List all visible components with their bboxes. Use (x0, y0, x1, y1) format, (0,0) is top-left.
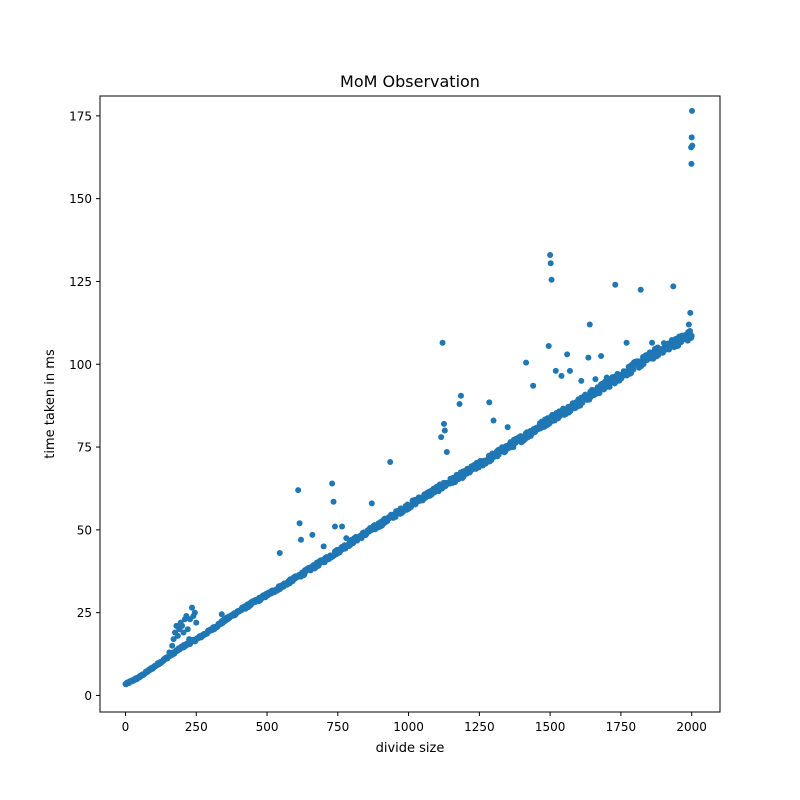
data-point (649, 339, 656, 346)
x-tick-label: 1000 (393, 720, 424, 734)
data-point (170, 636, 177, 643)
data-point (166, 649, 173, 656)
data-point (548, 276, 555, 283)
x-tick-label: 1750 (606, 720, 637, 734)
x-tick-label: 0 (122, 720, 130, 734)
data-point (685, 321, 692, 328)
data-point (295, 487, 302, 494)
data-point (592, 376, 599, 383)
data-point (687, 309, 694, 316)
data-points (122, 107, 696, 688)
data-point (586, 321, 593, 328)
data-point (504, 424, 511, 431)
data-point (564, 351, 571, 358)
data-point (688, 107, 695, 114)
x-tick-label: 250 (185, 720, 208, 734)
data-point (339, 523, 346, 530)
chart-title: MoM Observation (340, 72, 480, 91)
data-point (566, 367, 573, 374)
data-point (585, 354, 592, 361)
data-point (320, 543, 327, 550)
data-point (191, 609, 198, 616)
data-point (441, 427, 448, 434)
data-point (578, 377, 585, 384)
x-tick-label: 750 (326, 720, 349, 734)
data-point (298, 536, 304, 543)
data-point (343, 535, 350, 542)
data-point (689, 142, 696, 149)
data-point (603, 374, 610, 381)
data-point (276, 550, 283, 557)
data-point (296, 520, 303, 527)
data-point (439, 339, 446, 346)
data-point (486, 399, 493, 406)
data-point (174, 632, 181, 639)
data-point (179, 622, 186, 629)
data-point (329, 480, 336, 487)
data-point (186, 636, 193, 643)
data-point (169, 642, 176, 649)
x-axis-ticks: 0 250 500 750 1000 1250 1500 1750 2000 (122, 712, 707, 734)
data-point (193, 619, 200, 626)
data-point (309, 531, 316, 538)
y-tick-label: 175 (69, 109, 92, 123)
data-point (637, 286, 644, 293)
data-point (331, 523, 338, 530)
y-axis-ticks: 0 25 50 75 100 125 150 175 (69, 109, 100, 703)
data-point (180, 629, 187, 636)
data-point (218, 611, 225, 618)
x-tick-label: 1500 (535, 720, 566, 734)
data-point (184, 626, 191, 633)
x-axis-label: divide size (376, 741, 445, 756)
data-point (670, 283, 677, 290)
data-point (558, 372, 565, 379)
data-point (490, 417, 497, 424)
data-point (530, 382, 537, 389)
data-point (630, 366, 637, 373)
data-point (552, 367, 559, 374)
y-tick-label: 75 (77, 441, 92, 455)
data-point (606, 383, 613, 390)
data-point (440, 420, 447, 427)
y-axis-label: time taken in ms (43, 349, 58, 459)
plot-frame (99, 95, 721, 713)
data-point (368, 500, 375, 507)
y-tick-label: 0 (84, 689, 92, 703)
data-point (189, 604, 196, 611)
y-tick-label: 150 (69, 192, 92, 206)
data-point (598, 352, 605, 359)
data-point (545, 343, 552, 350)
data-point (330, 498, 337, 505)
data-point (612, 281, 619, 288)
data-point (547, 260, 554, 267)
data-point (547, 251, 554, 258)
data-point (688, 160, 695, 167)
y-tick-label: 125 (69, 275, 92, 289)
data-point (688, 134, 695, 141)
data-point (523, 359, 530, 366)
y-tick-label: 50 (77, 523, 92, 537)
x-tick-label: 1250 (464, 720, 495, 734)
data-point (457, 392, 464, 399)
data-point (438, 434, 445, 441)
x-tick-label: 2000 (676, 720, 707, 734)
data-point (456, 401, 463, 407)
data-point (387, 458, 394, 465)
data-point (687, 333, 694, 340)
x-tick-label: 500 (256, 720, 279, 734)
data-point (623, 339, 630, 346)
data-point (443, 449, 450, 456)
y-tick-label: 100 (69, 358, 92, 372)
y-tick-label: 25 (77, 606, 92, 620)
